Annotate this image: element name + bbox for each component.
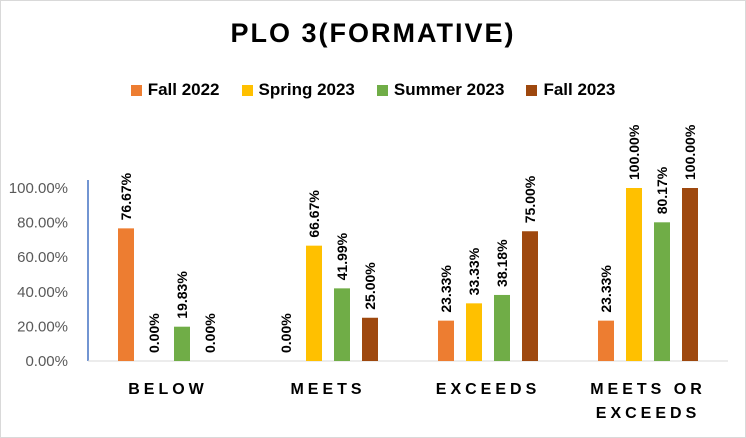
legend-label: Fall 2022: [147, 80, 220, 99]
data-label: 41.99%: [334, 232, 350, 280]
bar: [626, 188, 642, 361]
y-tick-label: 60.00%: [17, 249, 68, 266]
x-category-label: BELOW: [128, 381, 208, 398]
y-tick-label: 100.00%: [9, 180, 68, 197]
legend-label: Summer 2023: [393, 80, 505, 99]
data-label: 0.00%: [278, 313, 294, 353]
bar: [598, 320, 614, 361]
x-category-label: EXCEEDS: [596, 405, 700, 422]
legend-swatch: [130, 84, 142, 96]
x-category-label: EXCEEDS: [436, 381, 540, 398]
bar: [334, 288, 350, 361]
legend-label: Spring 2023: [258, 80, 355, 99]
bar: [522, 231, 538, 361]
legend-label: Fall 2023: [543, 80, 616, 99]
y-tick-label: 40.00%: [17, 284, 68, 301]
data-label: 38.18%: [494, 239, 510, 287]
bar: [362, 317, 378, 361]
legend-item-0: Fall 2022: [130, 80, 220, 100]
data-label: 33.33%: [466, 247, 482, 295]
y-tick-label: 20.00%: [17, 318, 68, 335]
legend-item-3: Fall 2023: [526, 80, 615, 100]
data-label: 23.33%: [598, 265, 614, 313]
data-label: 100.00%: [626, 124, 642, 180]
y-tick-label: 80.00%: [17, 215, 68, 232]
bar: [466, 303, 482, 361]
data-label: 0.00%: [202, 313, 218, 353]
legend-swatch: [526, 84, 538, 96]
bar: [438, 320, 454, 361]
bar: [174, 326, 190, 361]
legend-swatch: [241, 84, 253, 96]
data-label: 66.67%: [306, 190, 322, 238]
data-label: 100.00%: [682, 124, 698, 180]
data-label: 80.17%: [654, 166, 670, 214]
data-label: 19.83%: [174, 271, 190, 319]
x-category-label: MEETS: [290, 381, 365, 398]
data-label: 23.33%: [438, 265, 454, 313]
x-category-label: MEETS OR: [590, 381, 706, 398]
legend-item-1: Spring 2023: [241, 80, 355, 100]
y-tick-label: 0.00%: [25, 353, 68, 370]
data-label: 25.00%: [362, 262, 378, 310]
data-label: 75.00%: [522, 175, 538, 223]
bar: [494, 294, 510, 361]
legend-item-2: Summer 2023: [376, 80, 505, 100]
chart-legend: Fall 2022 Spring 2023 Summer 2023 Fall 2023: [0, 80, 746, 100]
chart-title: PLO 3(FORMATIVE): [230, 18, 516, 48]
bar: [682, 188, 698, 361]
data-label: 76.67%: [118, 172, 134, 220]
legend-swatch: [376, 84, 388, 96]
bar: [118, 228, 134, 361]
data-label: 0.00%: [146, 313, 162, 353]
bar: [654, 222, 670, 361]
bar: [306, 245, 322, 361]
